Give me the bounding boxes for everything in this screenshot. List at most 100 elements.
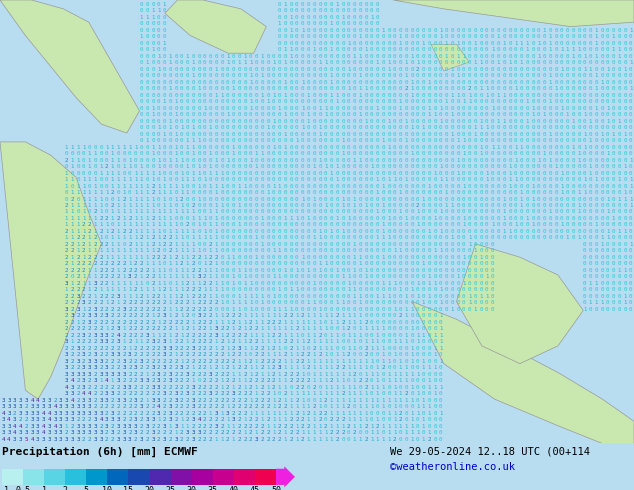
Text: 0: 0 [278, 196, 281, 201]
Text: 0: 0 [232, 235, 235, 241]
Text: 2: 2 [70, 346, 74, 351]
Text: 0: 0 [261, 222, 264, 227]
Text: 0: 0 [313, 22, 316, 26]
Text: 0: 0 [502, 99, 506, 104]
Text: 0: 0 [370, 60, 373, 65]
Text: 0: 0 [451, 28, 454, 33]
Text: 1: 1 [358, 404, 362, 409]
Text: 1: 1 [283, 417, 287, 422]
Text: 0: 0 [295, 125, 299, 130]
Text: 0: 0 [508, 106, 512, 111]
Text: 0: 0 [629, 210, 633, 215]
Text: 0: 0 [163, 54, 166, 59]
Text: 0: 0 [157, 138, 160, 143]
Text: 0: 0 [289, 99, 293, 104]
Text: 0: 0 [600, 54, 604, 59]
Text: 1: 1 [301, 430, 304, 435]
Text: 0: 0 [324, 54, 327, 59]
Text: 0: 0 [566, 119, 569, 123]
Text: 0: 0 [393, 86, 396, 91]
Text: 1: 1 [243, 430, 247, 435]
Text: 3: 3 [82, 404, 86, 409]
Text: 2: 2 [255, 371, 258, 377]
Text: 1: 1 [623, 294, 627, 299]
Text: 1: 1 [145, 255, 149, 260]
Text: 0: 0 [404, 411, 408, 416]
Text: 1: 1 [318, 339, 321, 344]
Text: 1: 1 [65, 423, 68, 429]
Text: 1: 1 [514, 177, 517, 182]
Text: 2: 2 [238, 326, 241, 331]
Text: 1: 1 [479, 119, 483, 123]
Text: 1: 1 [353, 54, 356, 59]
Text: 1: 1 [87, 235, 91, 241]
Text: 0: 0 [606, 164, 609, 169]
Text: 1: 1 [566, 112, 569, 117]
Text: 0: 0 [180, 93, 183, 98]
Text: 0: 0 [139, 48, 143, 52]
Text: 0: 0 [531, 203, 534, 208]
Text: 0: 0 [220, 294, 224, 299]
Text: 0: 0 [537, 67, 540, 72]
Text: 0: 0 [606, 171, 609, 175]
Text: 0: 0 [335, 67, 339, 72]
Text: 0: 0 [313, 210, 316, 215]
Text: 2: 2 [427, 437, 431, 441]
Text: 0: 0 [416, 151, 420, 156]
Text: 1: 1 [612, 216, 616, 221]
Text: 2: 2 [70, 242, 74, 247]
Text: 0: 0 [427, 242, 431, 247]
Text: 1: 1 [105, 190, 108, 195]
Text: 2: 2 [117, 261, 120, 267]
Text: 0: 0 [468, 196, 471, 201]
Text: 0: 0 [629, 229, 633, 234]
Text: 0: 0 [526, 67, 529, 72]
Text: 1: 1 [255, 294, 258, 299]
Text: 0: 0 [589, 268, 592, 273]
Text: 0: 0 [169, 177, 172, 182]
Text: 0: 0 [139, 93, 143, 98]
Text: 0: 0 [186, 99, 189, 104]
Text: 0: 0 [94, 145, 97, 149]
Text: 0: 0 [416, 28, 420, 33]
Text: 0: 0 [226, 287, 230, 293]
Text: 1: 1 [255, 151, 258, 156]
Text: 0: 0 [382, 339, 385, 344]
Text: 0: 0 [238, 138, 241, 143]
Text: 2: 2 [128, 404, 132, 409]
Text: 1: 1 [404, 177, 408, 182]
Text: 1: 1 [335, 359, 339, 364]
Text: 1: 1 [82, 177, 86, 182]
Text: 2: 2 [145, 430, 149, 435]
Text: 3: 3 [87, 313, 91, 318]
Text: 3: 3 [65, 437, 68, 441]
Text: 0: 0 [364, 300, 368, 305]
Text: 1: 1 [157, 190, 160, 195]
Text: 0: 0 [330, 210, 333, 215]
Text: 1: 1 [186, 229, 189, 234]
Text: 2: 2 [301, 423, 304, 429]
Text: 0: 0 [278, 119, 281, 123]
Text: 0: 0 [537, 60, 540, 65]
Text: 0: 0 [629, 93, 633, 98]
Text: 2: 2 [226, 391, 230, 396]
Text: 0: 0 [278, 74, 281, 78]
Text: 0: 0 [583, 294, 586, 299]
Text: 0: 0 [283, 119, 287, 123]
Text: 0: 0 [232, 177, 235, 182]
Text: 0: 0 [232, 74, 235, 78]
Text: 0: 0 [445, 307, 448, 312]
Text: 0: 0 [445, 300, 448, 305]
Text: 0: 0 [462, 112, 465, 117]
Text: 0: 0 [220, 307, 224, 312]
Text: 0: 0 [163, 15, 166, 20]
Text: 0: 0 [324, 132, 327, 137]
Text: 0: 0 [468, 41, 471, 46]
Text: 1: 1 [353, 313, 356, 318]
Text: 0: 0 [416, 164, 420, 169]
Text: 0: 0 [404, 248, 408, 253]
Text: 1: 1 [502, 216, 506, 221]
Text: 0: 0 [485, 41, 489, 46]
Text: 2: 2 [70, 196, 74, 201]
Text: 1: 1 [214, 216, 218, 221]
